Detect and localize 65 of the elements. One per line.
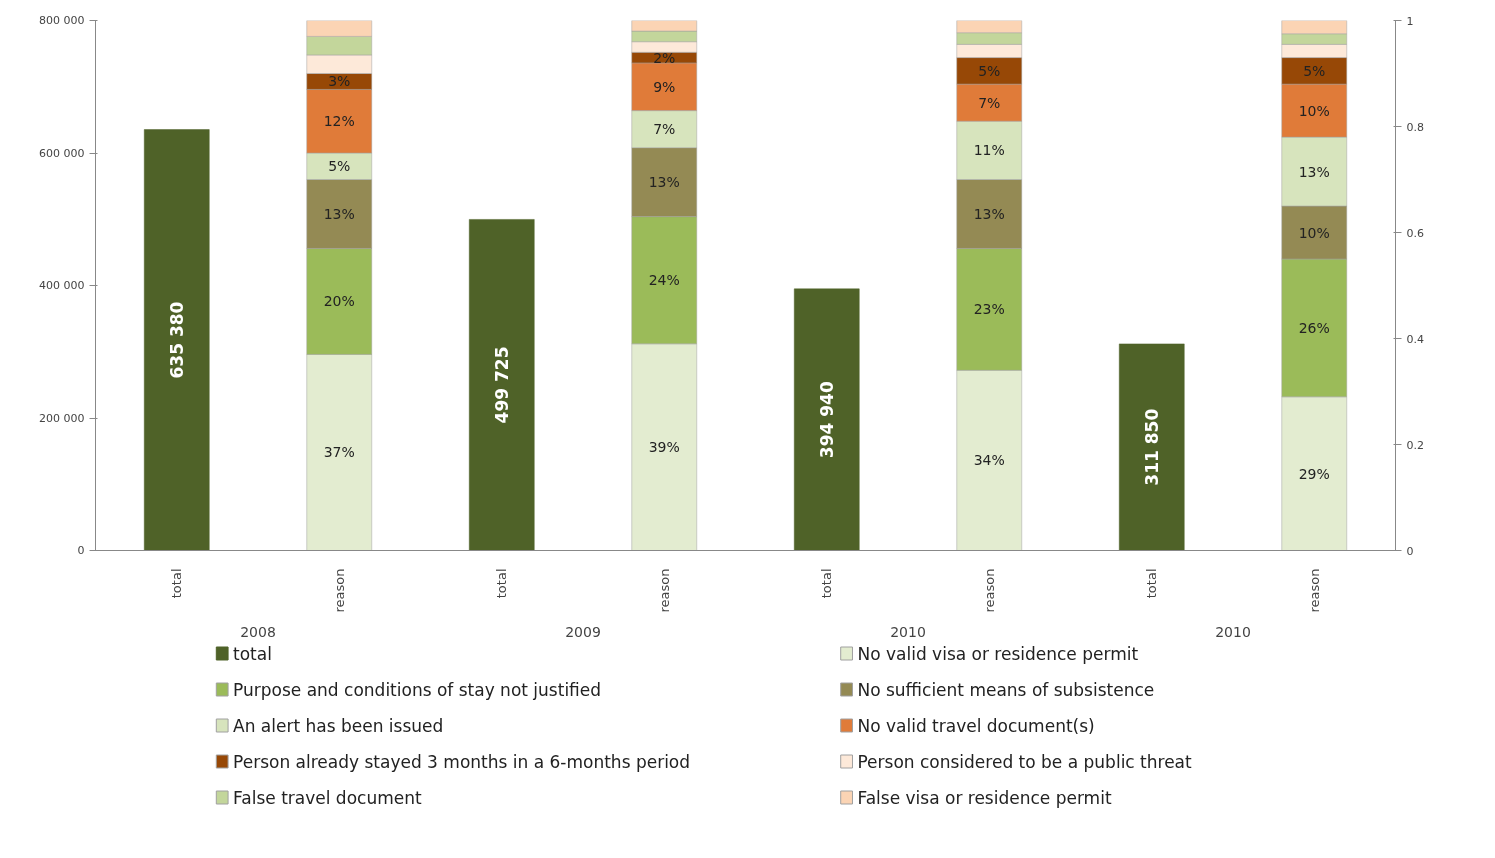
legend-label: total: [233, 643, 272, 664]
text: 2010: [1215, 623, 1251, 640]
data-label: 10%: [1298, 102, 1330, 119]
y2-tick-label: 0.8: [1406, 120, 1424, 134]
legend-label: Person already stayed 3 months in a 6-months period: [233, 751, 691, 772]
data-label: 11%: [973, 142, 1005, 159]
legend-label: Person considered to be a public threat: [857, 751, 1193, 772]
y2-tick-label: 0: [1406, 544, 1414, 558]
data-label: 5%: [1303, 62, 1326, 79]
data-label: 13%: [973, 205, 1005, 222]
data-label: 29%: [1298, 465, 1330, 482]
bar: [469, 219, 535, 551]
data-label: 13%: [323, 205, 355, 222]
x-tick-label: total: [819, 568, 835, 599]
data-label: 2%: [653, 49, 676, 66]
data-label: 7%: [978, 94, 1001, 111]
data-label: 26%: [1298, 319, 1330, 336]
data-label: 24%: [648, 272, 680, 289]
y2-tick-label: 0.6: [1406, 226, 1424, 240]
data-label: 39%: [648, 439, 680, 456]
y-tick-label: 400 000: [39, 279, 85, 292]
legend-label: No valid travel document(s): [857, 715, 1095, 736]
data-label: 311 850: [1141, 408, 1162, 486]
data-label: 10%: [1298, 224, 1330, 241]
x-tick-label: total: [169, 568, 185, 599]
text: 2008: [240, 623, 276, 640]
text: 2009: [565, 623, 601, 640]
x-tick-label: total: [1144, 568, 1160, 599]
y-tick-label: 0: [77, 544, 85, 557]
data-label: 12%: [323, 113, 355, 130]
legend-label: No valid visa or residence permit: [857, 643, 1139, 664]
data-label: 5%: [978, 62, 1001, 79]
legend-label: False travel document: [233, 787, 422, 808]
data-label: 13%: [1298, 163, 1330, 180]
text: 2010: [890, 623, 926, 640]
data-label: 9%: [653, 78, 676, 95]
x-tick-label: reason: [331, 568, 347, 613]
data-label: 5%: [328, 158, 351, 175]
data-label: 37%: [323, 444, 355, 461]
data-label: 394 940: [816, 381, 837, 459]
data-label: 34%: [973, 452, 1005, 469]
x-tick-label: reason: [981, 568, 997, 613]
data-label: 7%: [653, 121, 676, 138]
y-tick-label: 600 000: [39, 146, 85, 160]
bar: [144, 129, 210, 551]
legend-label: An alert has been issued: [233, 715, 444, 736]
data-label: 13%: [648, 174, 680, 191]
data-label: 3%: [328, 73, 351, 90]
bar: [794, 288, 860, 551]
legend-label: No sufficient means of subsistence: [857, 679, 1155, 700]
y-tick-label: 800 000: [39, 14, 85, 27]
x-tick-label: total: [494, 568, 510, 599]
data-label: 20%: [323, 293, 355, 310]
data-label: 499 725: [491, 346, 512, 424]
y2-tick-label: 0.2: [1406, 438, 1424, 452]
y-tick-label: 200 000: [39, 411, 85, 425]
y2-tick-label: 1: [1406, 14, 1414, 28]
bar: [1119, 343, 1185, 551]
data-label: 635 380: [166, 301, 187, 379]
x-tick-label: reason: [656, 568, 672, 613]
data-label: 23%: [973, 301, 1005, 318]
legend-label: False visa or residence permit: [857, 787, 1112, 808]
x-tick-label: reason: [1306, 568, 1322, 613]
legend-label: Purpose and conditions of stay not justified: [233, 679, 602, 700]
y2-tick-label: 0.4: [1406, 332, 1424, 346]
